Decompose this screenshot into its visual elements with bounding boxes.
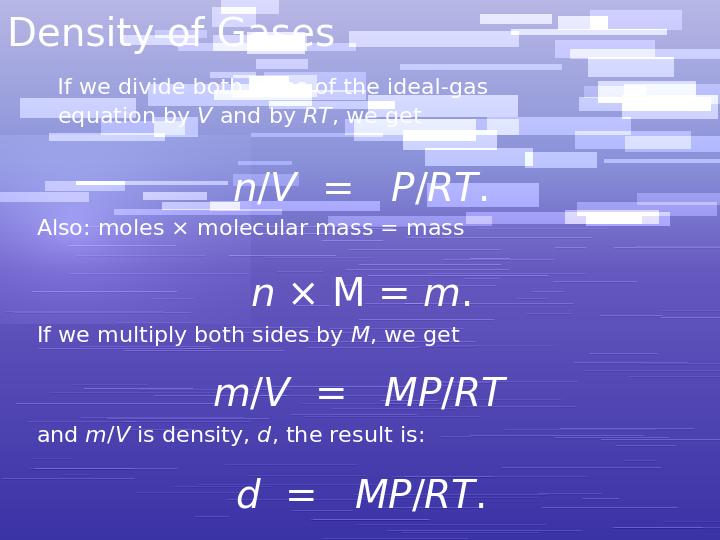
Text: $\mathit{d}$  =   $\mathit{MP/RT}$.: $\mathit{d}$ = $\mathit{MP/RT}$.: [235, 478, 485, 516]
Text: Density of Gases: Density of Gases: [7, 16, 336, 54]
Text: If we multiply both sides by $\mathit{M}$, we get: If we multiply both sides by $\mathit{M}…: [36, 324, 461, 348]
Text: $\mathit{m/V}$  =   $\mathit{MP/RT}$: $\mathit{m/V}$ = $\mathit{MP/RT}$: [212, 375, 508, 413]
Text: $\mathit{n}$ $\times$ M = $\mathit{m}$.: $\mathit{n}$ $\times$ M = $\mathit{m}$.: [250, 276, 470, 314]
Text: If we divide both sides of the ideal-gas
   equation by $\mathit{V}$ and by $\ma: If we divide both sides of the ideal-gas…: [36, 78, 488, 129]
Text: and $\mathit{m/V}$ is density, $\mathit{d}$, the result is:: and $\mathit{m/V}$ is density, $\mathit{…: [36, 424, 424, 448]
Text: Also: moles $\times$ molecular mass = mass: Also: moles $\times$ molecular mass = ma…: [36, 219, 465, 239]
Text: $\mathit{n/V}$  =   $\mathit{P/RT}$.: $\mathit{n/V}$ = $\mathit{P/RT}$.: [233, 170, 487, 208]
